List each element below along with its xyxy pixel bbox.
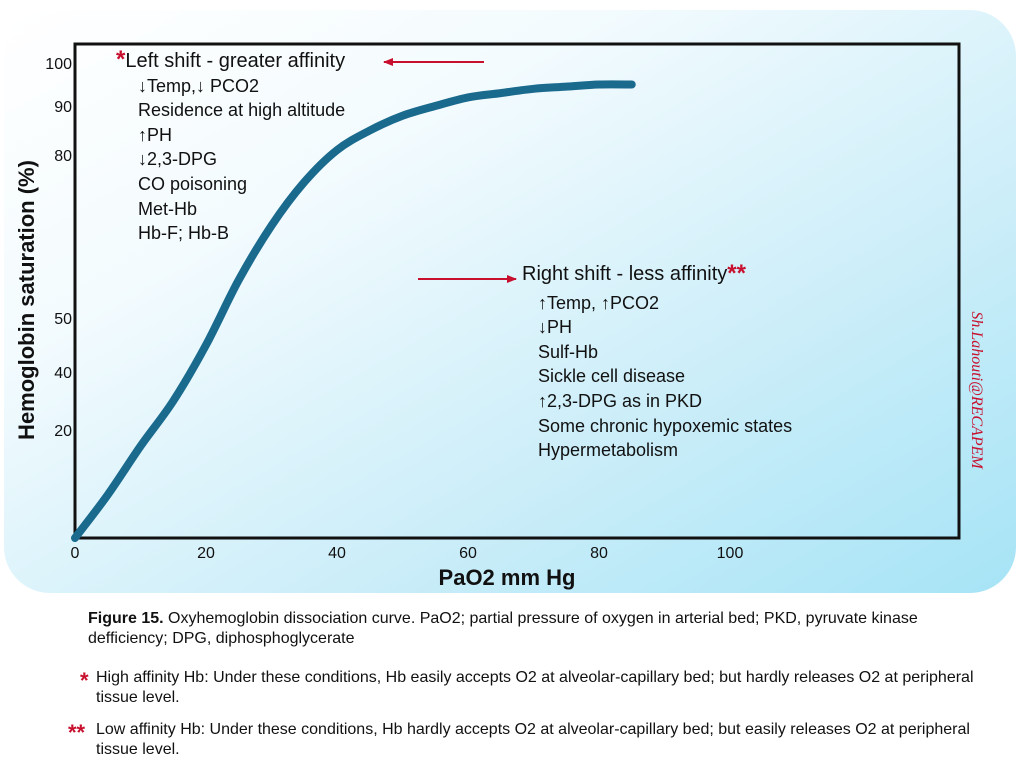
y-tick-label: 20: [54, 423, 72, 440]
y-tick-labels: 100 90 80 50 40 20: [45, 56, 72, 440]
right-shift-item: ↑2,3-DPG as in PKD: [538, 390, 703, 411]
oxyhemoglobin-curve: [71, 80, 636, 542]
x-tick-label: 20: [197, 545, 215, 562]
plot-area: [73, 42, 961, 540]
right-shift-item: Sulf-Hb: [538, 341, 599, 362]
right-shift-title: Right shift - less affinity: [522, 263, 728, 285]
chart-background-panel: [4, 10, 1016, 593]
left-shift-title: Left shift - greater affinity: [125, 50, 346, 72]
right-shift-item: ↑Temp, ↑PCO2: [538, 292, 660, 313]
y-tick-label: 40: [54, 365, 72, 382]
y-axis-title: Hemoglobin saturation (%): [14, 160, 39, 440]
left-shift-star: *: [116, 46, 126, 73]
y-tick-label: 90: [54, 99, 72, 116]
x-tick-label: 0: [71, 545, 80, 562]
right-shift-star: **: [727, 260, 746, 287]
right-shift-item: ↓PH: [538, 317, 573, 338]
left-shift-list: ↓Temp,↓ PCO2 Residence at high altitude ↑P…: [116, 74, 345, 246]
left-shift-item: ↓Temp,↓ PCO2: [138, 75, 260, 96]
dissociation-chart: 100 90 80 50 40 20 0 20 40 60 80 100 PaO2 mm Hg He…: [14, 42, 961, 590]
left-shift-item: Residence at high altitude: [138, 100, 346, 121]
y-tick-label: 100: [45, 56, 72, 73]
left-shift-heading: *Left shift - greater affinity: [116, 48, 345, 74]
left-shift-annotation: *Left shift - greater affinity ↓Temp,↓ P…: [116, 48, 345, 246]
left-shift-item: Met-Hb: [138, 198, 198, 219]
note-high-affinity: High affinity Hb: Under these conditions…: [96, 669, 974, 706]
author-credit-text: Sh.Lahouti@RECAPEM: [968, 311, 985, 469]
figure-caption: Figure 15. Oxyhemoglobin dissociation cu…: [88, 609, 968, 649]
x-tick-label: 100: [717, 545, 744, 562]
figure-label: Figure 15.: [88, 610, 164, 627]
right-shift-list: ↑Temp, ↑PCO2 ↓PH Sulf-Hb Sickle cell diseas…: [522, 291, 792, 463]
note-low-affinity: Low affinity Hb: Under these conditions,…: [96, 721, 970, 758]
y-tick-label: 80: [54, 148, 72, 165]
right-shift-item: Hypermetabolism: [538, 440, 679, 461]
x-tick-label: 80: [590, 545, 608, 562]
note-1-star: *: [80, 668, 89, 693]
left-shift-item: ↑PH: [138, 124, 173, 145]
right-shift-item: Sickle cell disease: [538, 366, 686, 387]
right-shift-annotation: Right shift - less affinity** ↑Temp, ↑PC…: [522, 262, 792, 463]
left-shift-item: ↓2,3-DPG: [138, 149, 218, 170]
note-2-star: **: [68, 720, 86, 745]
x-tick-labels: 0 20 40 60 80 100: [71, 545, 744, 562]
y-tick-label: 50: [54, 311, 72, 328]
left-shift-item: Hb-F; Hb-B: [138, 223, 230, 244]
x-tick-label: 40: [328, 545, 346, 562]
right-shift-heading: Right shift - less affinity**: [522, 262, 792, 287]
right-shift-item: Some chronic hypoxemic states: [538, 415, 793, 436]
x-tick-label: 60: [459, 545, 477, 562]
x-axis-title: PaO2 mm Hg: [439, 565, 576, 590]
left-shift-item: CO poisoning: [138, 173, 248, 194]
figure-caption-text: Oxyhemoglobin dissociation curve. PaO2; …: [88, 610, 918, 647]
